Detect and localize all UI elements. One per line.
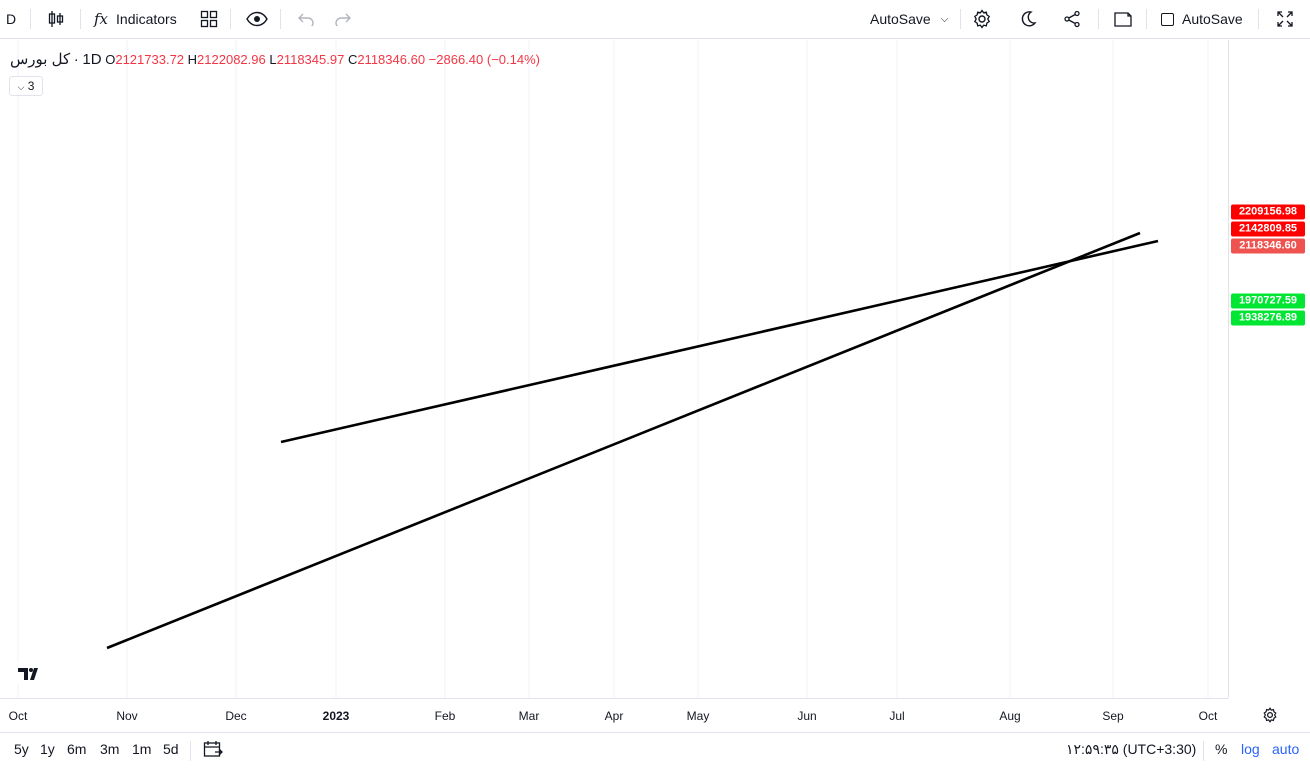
chart-legend: کل بورس · 1D O2121733.72 H2122082.96 L21… (10, 50, 540, 68)
redo-icon[interactable] (334, 0, 352, 38)
time-tick-label: Jul (889, 709, 905, 723)
toolbar-divider (80, 9, 81, 29)
moon-icon[interactable] (1019, 0, 1037, 38)
top-toolbar: D fx Indicators AutoSave ⌵ AutoSave (0, 0, 1310, 39)
interval-label: 1D (82, 51, 102, 68)
price-tag: 2209156.98 (1231, 204, 1305, 220)
range-1y-button[interactable]: 1y (40, 741, 55, 757)
autosave-dropdown-label: AutoSave (870, 11, 931, 27)
time-tick-label: Sep (1102, 709, 1124, 723)
bottom-divider (190, 741, 191, 761)
snapshot-icon[interactable] (1113, 0, 1133, 38)
indicators-label: Indicators (116, 11, 177, 27)
time-tick-label: Nov (116, 709, 138, 723)
symbol-search-button[interactable]: D (6, 0, 16, 38)
high-label: H (187, 52, 198, 67)
time-tick-label: 2023 (322, 709, 350, 723)
chevron-down-icon: ⌵ (940, 13, 949, 25)
change-value: −2866.40 (−0.14%) (428, 52, 540, 67)
autosave-checkbox-label: AutoSave (1182, 11, 1243, 27)
time-tick-label: Mar (518, 709, 540, 723)
eye-icon[interactable] (246, 0, 268, 38)
high-value: 2122082.96 (197, 52, 266, 67)
fx-icon: fx (94, 10, 109, 28)
time-tick-label: Aug (999, 709, 1021, 723)
close-value: 2118346.60 (357, 52, 426, 67)
toolbar-divider (280, 9, 281, 29)
trendline-lower (106, 231, 1141, 650)
chart-grid (17, 40, 1209, 698)
range-3m-button[interactable]: 3m (100, 741, 120, 757)
time-tick-label: Jun (797, 709, 817, 723)
percent-toggle[interactable]: % (1215, 741, 1228, 757)
indicators-collapse-button[interactable]: ⌵ 3 (9, 76, 43, 96)
indicators-button[interactable]: fx Indicators (94, 0, 177, 38)
autosave-dropdown[interactable]: AutoSave ⌵ (870, 0, 948, 38)
auto-toggle[interactable]: auto (1272, 741, 1300, 757)
time-tick-label: Feb (434, 709, 456, 723)
range-5y-button[interactable]: 5y (14, 741, 29, 757)
toolbar-divider (30, 9, 31, 29)
low-label: L (269, 52, 277, 67)
legend-separator: · (73, 51, 79, 68)
undo-icon[interactable] (297, 0, 315, 38)
time-tick-label: Apr (604, 709, 624, 723)
toolbar-divider (230, 9, 231, 29)
chart-canvas[interactable] (0, 40, 1228, 698)
toolbar-divider (960, 9, 961, 29)
symbol-label: D (6, 11, 17, 27)
time-axis[interactable]: Oct Nov Dec 2023 Feb Mar Apr May Jun Jul Aug Sep Oct (0, 698, 1228, 733)
price-axis[interactable]: 2700000.002500000.002400000.002300000.00… (1228, 40, 1310, 698)
open-label: O (105, 52, 116, 67)
price-tag: 1938276.89 (1231, 310, 1305, 326)
fullscreen-icon[interactable] (1276, 0, 1294, 38)
toolbar-divider (1146, 9, 1147, 29)
trendline-upper (280, 239, 1159, 444)
toolbar-divider (1098, 9, 1099, 29)
range-1m-button[interactable]: 1m (132, 741, 152, 757)
log-toggle[interactable]: log (1241, 741, 1260, 757)
chevron-down-icon: ⌵ (17, 82, 25, 92)
gear-icon[interactable] (972, 0, 992, 38)
price-tag: 1970727.59 (1231, 293, 1305, 309)
trendlines (106, 231, 1159, 650)
axis-settings-button[interactable] (1262, 707, 1278, 728)
checkbox-icon (1161, 12, 1174, 26)
bottom-divider (1203, 741, 1204, 761)
low-value: 2118345.97 (276, 52, 345, 67)
time-tick-label: Oct (8, 709, 28, 723)
clock-label[interactable]: ۱۲:۵۹:۳۵ (UTC+3:30) (1066, 741, 1197, 757)
time-tick-label: Dec (225, 709, 247, 723)
bottom-toolbar: 5y 1y 6m 3m 1m 5d ۱۲:۵۹:۳۵ (UTC+3:30) % … (0, 732, 1310, 769)
calendar-range-icon[interactable] (203, 740, 223, 761)
open-value: 2121733.72 (115, 52, 185, 67)
time-tick-label: Oct (1198, 709, 1218, 723)
tradingview-logo[interactable] (12, 660, 46, 686)
autosave-checkbox[interactable]: AutoSave (1161, 0, 1243, 38)
price-tag: 2118346.60 (1231, 238, 1305, 254)
symbol-name: کل بورس (10, 51, 71, 68)
close-label: C (347, 52, 358, 67)
toolbar-divider (1258, 9, 1259, 29)
templates-icon[interactable] (200, 0, 218, 38)
range-5d-button[interactable]: 5d (163, 741, 179, 757)
share-icon[interactable] (1063, 0, 1081, 38)
time-tick-label: May (686, 709, 710, 723)
range-6m-button[interactable]: 6m (67, 741, 87, 757)
price-tag: 2142809.85 (1231, 221, 1305, 237)
candles-icon[interactable] (46, 0, 66, 38)
gear-icon (1263, 707, 1277, 723)
collapsed-count: 3 (27, 79, 35, 93)
